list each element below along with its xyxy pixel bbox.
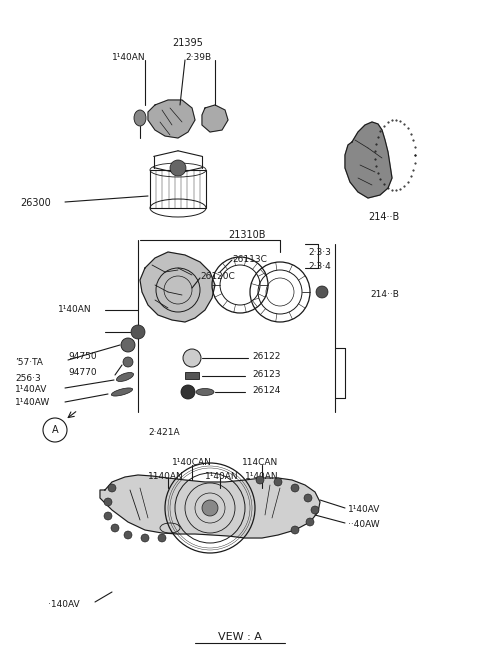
Text: 1¹40AN: 1¹40AN xyxy=(245,472,278,481)
Text: 114CAN: 114CAN xyxy=(242,458,278,467)
Circle shape xyxy=(123,357,133,367)
Circle shape xyxy=(121,338,135,352)
Text: 26124: 26124 xyxy=(252,386,280,395)
Text: 1¹40AV: 1¹40AV xyxy=(15,385,48,394)
Circle shape xyxy=(181,385,195,399)
Circle shape xyxy=(158,534,166,542)
Text: 94770: 94770 xyxy=(68,368,96,377)
Polygon shape xyxy=(100,475,320,538)
Circle shape xyxy=(104,512,112,520)
Text: 1¹40AV: 1¹40AV xyxy=(348,505,380,514)
Text: ·140AV: ·140AV xyxy=(48,600,80,609)
Text: 26122: 26122 xyxy=(252,352,280,361)
Polygon shape xyxy=(202,105,228,132)
Text: 256·3: 256·3 xyxy=(15,374,41,383)
Text: 26113C: 26113C xyxy=(232,255,267,264)
Text: 21395: 21395 xyxy=(172,38,203,48)
Text: 26120C: 26120C xyxy=(200,272,235,281)
Text: ··40AW: ··40AW xyxy=(348,520,380,529)
Bar xyxy=(185,372,199,379)
Text: 2·39B: 2·39B xyxy=(185,53,211,62)
Circle shape xyxy=(202,500,218,516)
Text: 26123: 26123 xyxy=(252,370,280,379)
Text: 2·421A: 2·421A xyxy=(148,428,180,437)
Ellipse shape xyxy=(134,110,146,126)
Text: A: A xyxy=(52,425,58,435)
Text: ’57·TA: ’57·TA xyxy=(15,358,43,367)
Text: VEW : A: VEW : A xyxy=(218,632,262,642)
Text: 1¹40CAN: 1¹40CAN xyxy=(172,458,212,467)
Circle shape xyxy=(170,160,186,176)
Circle shape xyxy=(111,524,119,532)
Circle shape xyxy=(183,349,201,367)
Text: 2·3·3: 2·3·3 xyxy=(308,248,331,257)
Circle shape xyxy=(306,518,314,526)
Circle shape xyxy=(141,534,149,542)
Text: 94750: 94750 xyxy=(68,352,96,361)
Text: 21310B: 21310B xyxy=(228,230,265,240)
Circle shape xyxy=(131,325,145,339)
Polygon shape xyxy=(345,122,392,198)
Bar xyxy=(150,170,206,208)
Text: 214··B: 214··B xyxy=(368,212,399,222)
Text: 1¹40AN: 1¹40AN xyxy=(58,305,92,314)
Text: 1140AN: 1140AN xyxy=(148,472,184,481)
Text: 26300: 26300 xyxy=(20,198,51,208)
Ellipse shape xyxy=(196,388,214,396)
Text: 2·3·4: 2·3·4 xyxy=(308,262,331,271)
Circle shape xyxy=(274,478,282,486)
Text: 1¹40AN: 1¹40AN xyxy=(205,472,239,481)
Text: 1¹40AW: 1¹40AW xyxy=(15,398,50,407)
Circle shape xyxy=(304,494,312,502)
Circle shape xyxy=(311,506,319,514)
Ellipse shape xyxy=(111,388,132,396)
Polygon shape xyxy=(140,252,215,322)
Circle shape xyxy=(316,286,328,298)
Polygon shape xyxy=(148,100,195,138)
Ellipse shape xyxy=(117,373,133,382)
Circle shape xyxy=(256,476,264,484)
Circle shape xyxy=(124,531,132,539)
Circle shape xyxy=(291,526,299,534)
Circle shape xyxy=(291,484,299,492)
Circle shape xyxy=(108,484,116,492)
Text: 1¹40AN: 1¹40AN xyxy=(112,53,145,62)
Circle shape xyxy=(104,498,112,506)
Text: 214··B: 214··B xyxy=(370,290,399,299)
